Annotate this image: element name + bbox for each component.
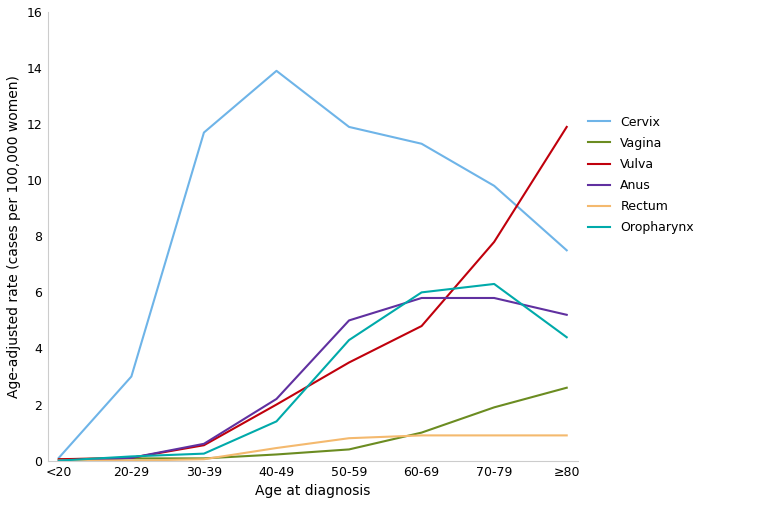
Anus [54, 458, 63, 464]
Cervix [489, 183, 499, 189]
Rectum [272, 445, 281, 451]
Cervix [199, 129, 208, 135]
Anus [127, 455, 136, 461]
X-axis label: Age at diagnosis: Age at diagnosis [255, 484, 370, 498]
Line: Rectum: Rectum [59, 435, 567, 461]
Vulva [127, 455, 136, 461]
Line: Anus: Anus [59, 298, 567, 461]
Y-axis label: Age-adjusted rate (cases per 100,000 women): Age-adjusted rate (cases per 100,000 wom… [7, 75, 21, 398]
Cervix [562, 247, 572, 254]
Line: Oropharynx: Oropharynx [59, 284, 567, 461]
Vulva [199, 442, 208, 448]
Oropharynx [54, 458, 63, 464]
Rectum [127, 458, 136, 464]
Line: Cervix: Cervix [59, 71, 567, 458]
Cervix [272, 68, 281, 74]
Oropharynx [344, 337, 353, 343]
Rectum [199, 456, 208, 462]
Cervix [127, 374, 136, 380]
Line: Vagina: Vagina [59, 388, 567, 459]
Rectum [417, 432, 426, 438]
Anus [272, 396, 281, 402]
Vulva [489, 239, 499, 245]
Vulva [344, 360, 353, 366]
Rectum [54, 458, 63, 464]
Oropharynx [272, 418, 281, 424]
Anus [417, 295, 426, 301]
Vagina [562, 385, 572, 391]
Anus [562, 312, 572, 318]
Anus [489, 295, 499, 301]
Vagina [344, 446, 353, 452]
Cervix [417, 141, 426, 147]
Rectum [489, 432, 499, 438]
Cervix [344, 124, 353, 130]
Legend: Cervix, Vagina, Vulva, Anus, Rectum, Oropharynx: Cervix, Vagina, Vulva, Anus, Rectum, Oro… [583, 111, 699, 239]
Vulva [54, 456, 63, 462]
Rectum [344, 435, 353, 441]
Oropharynx [127, 453, 136, 460]
Vagina [199, 456, 208, 462]
Vagina [54, 456, 63, 462]
Cervix [54, 455, 63, 461]
Vagina [489, 405, 499, 411]
Oropharynx [562, 334, 572, 340]
Rectum [562, 432, 572, 438]
Vulva [417, 323, 426, 329]
Vulva [562, 124, 572, 130]
Oropharynx [199, 450, 208, 457]
Vagina [127, 456, 136, 462]
Vulva [272, 401, 281, 408]
Vagina [272, 451, 281, 458]
Vagina [417, 430, 426, 436]
Oropharynx [417, 289, 426, 295]
Line: Vulva: Vulva [59, 127, 567, 459]
Anus [199, 441, 208, 447]
Oropharynx [489, 281, 499, 287]
Anus [344, 317, 353, 323]
